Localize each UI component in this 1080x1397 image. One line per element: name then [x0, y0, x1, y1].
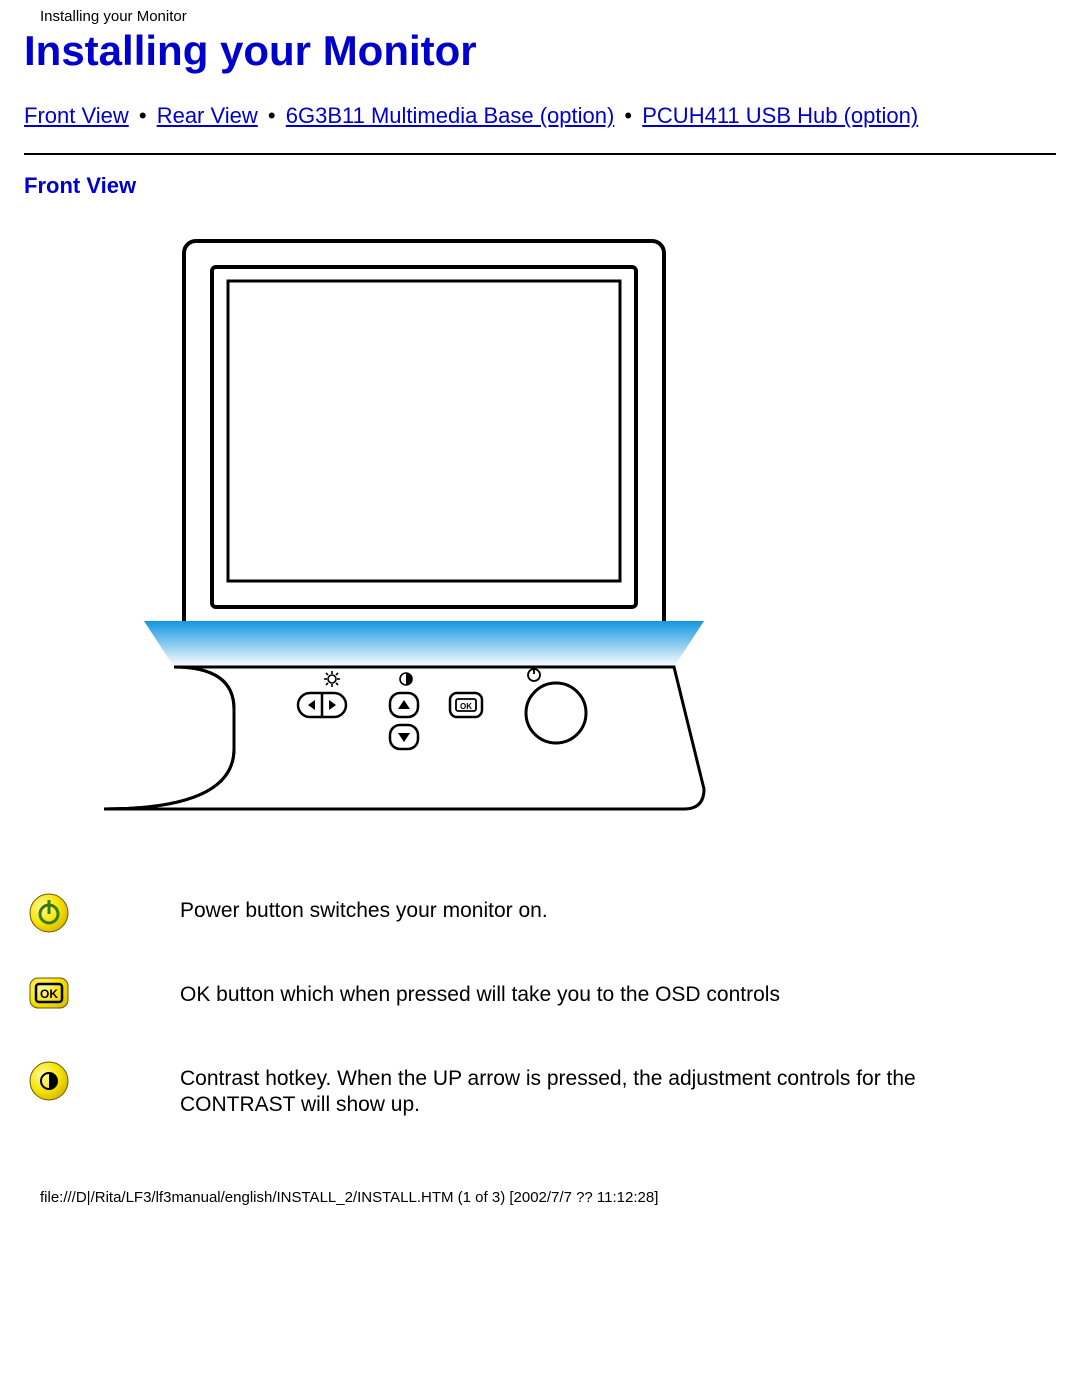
footer-path: file:///D|/Rita/LF3/lf3manual/english/IN…	[40, 1189, 1056, 1206]
monitor-diagram: OK	[104, 227, 1056, 852]
legend-text-power: Power button switches your monitor on.	[180, 892, 548, 924]
legend: Power button switches your monitor on. O…	[28, 892, 1056, 1119]
legend-row-contrast: Contrast hotkey. When the UP arrow is pr…	[28, 1060, 1056, 1119]
svg-text:OK: OK	[40, 987, 58, 1001]
nav-link-rear-view[interactable]: Rear View	[157, 103, 258, 128]
section-heading-front-view: Front View	[24, 173, 1056, 199]
page-title: Installing your Monitor	[24, 27, 1056, 75]
nav-link-usb-hub[interactable]: PCUH411 USB Hub (option)	[642, 103, 918, 128]
legend-row-ok: OK OK button which when pressed will tak…	[28, 976, 1056, 1018]
ok-icon: OK	[28, 976, 70, 1018]
legend-text-contrast: Contrast hotkey. When the UP arrow is pr…	[180, 1060, 940, 1119]
anchor-nav: Front View • Rear View • 6G3B11 Multimed…	[24, 103, 1056, 129]
legend-text-ok: OK button which when pressed will take y…	[180, 976, 780, 1008]
legend-row-power: Power button switches your monitor on.	[28, 892, 1056, 934]
contrast-icon	[28, 1060, 70, 1102]
nav-separator: •	[135, 103, 151, 128]
nav-link-multimedia-base[interactable]: 6G3B11 Multimedia Base (option)	[286, 103, 615, 128]
breadcrumb: Installing your Monitor	[40, 8, 1056, 25]
divider	[24, 153, 1056, 155]
nav-separator: •	[620, 103, 636, 128]
svg-text:OK: OK	[460, 702, 472, 711]
nav-link-front-view[interactable]: Front View	[24, 103, 129, 128]
power-icon	[28, 892, 70, 934]
nav-separator: •	[264, 103, 280, 128]
